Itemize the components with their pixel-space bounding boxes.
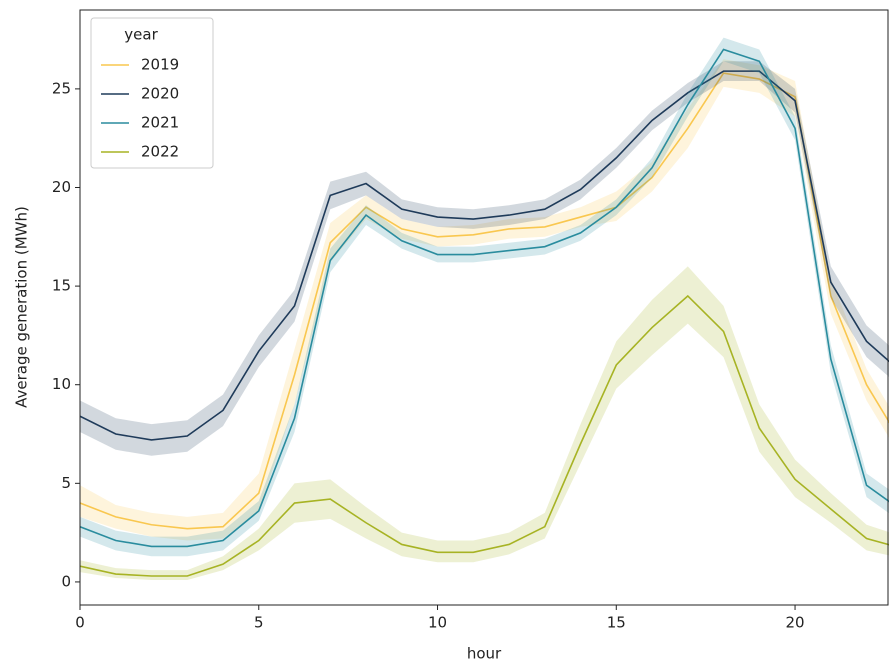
y-tick-label: 20 <box>52 178 71 196</box>
line <box>80 72 889 530</box>
legend: year 2019 2020 2021 2022 <box>90 17 214 169</box>
line <box>80 294 889 577</box>
y-tick-label: 0 <box>61 572 71 590</box>
x-tick-label: 10 <box>428 614 447 632</box>
legend-label: 2020 <box>141 85 179 103</box>
y-tick-label: 10 <box>52 375 71 393</box>
line <box>80 70 889 441</box>
x-tick-label: 20 <box>785 614 804 632</box>
y-tick-label: 25 <box>52 79 71 97</box>
line <box>80 48 889 548</box>
plot-area <box>80 37 889 580</box>
x-tick-label: 0 <box>75 614 85 632</box>
y-tick-label: 5 <box>61 474 71 492</box>
legend-label: 2021 <box>141 114 179 132</box>
legend-title: year <box>124 26 158 44</box>
x-axis-label: hour <box>467 645 502 663</box>
confidence-band <box>80 266 889 580</box>
y-axis-label: Average generation (MWh) <box>13 206 31 408</box>
y-tick-label: 15 <box>52 277 71 295</box>
legend-box <box>90 17 214 169</box>
axes-frame <box>79 9 889 606</box>
x-tick-label: 5 <box>254 614 264 632</box>
legend-label: 2019 <box>141 56 179 74</box>
legend-label: 2022 <box>141 143 179 161</box>
confidence-band <box>80 59 889 541</box>
x-tick-label: 15 <box>607 614 626 632</box>
